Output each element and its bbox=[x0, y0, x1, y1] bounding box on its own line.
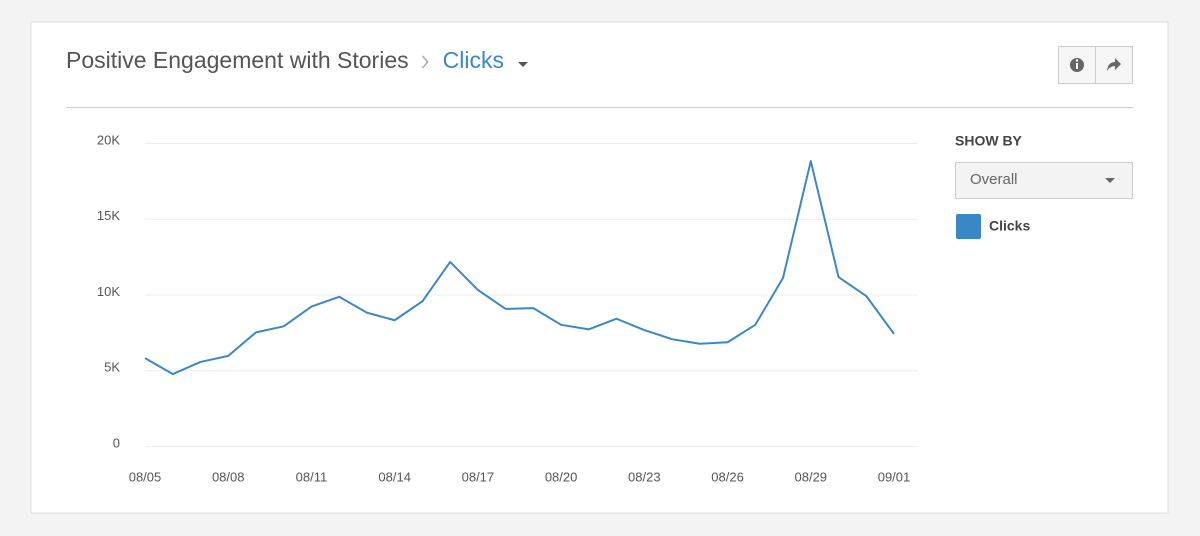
breadcrumb-link[interactable]: Clicks bbox=[443, 47, 504, 73]
card bbox=[30, 21, 1169, 514]
y-tick-label: 15K bbox=[97, 208, 120, 223]
x-tick-label: 09/01 bbox=[878, 469, 911, 484]
widget-title: Positive Engagement with Stories bbox=[66, 47, 409, 73]
plot: 0 5K 10K 15K 20K 08/05 08/08 08/11 08/14 08/17 08/… bbox=[97, 132, 1031, 484]
x-tick-label: 08/05 bbox=[129, 469, 162, 484]
y-tick-label: 10K bbox=[97, 284, 120, 299]
x-tick-label: 08/20 bbox=[545, 469, 578, 484]
share-button[interactable] bbox=[1095, 46, 1133, 84]
x-tick-label: 08/23 bbox=[628, 469, 661, 484]
y-tick-label: 20K bbox=[97, 132, 120, 147]
x-tick-label: 08/14 bbox=[378, 469, 411, 484]
x-tick-label: 08/11 bbox=[296, 469, 328, 484]
show-by-label: SHOW BY bbox=[955, 133, 1023, 149]
y-tick-label: 0 bbox=[113, 435, 120, 450]
y-tick-label: 5K bbox=[104, 360, 120, 375]
legend-swatch bbox=[956, 214, 981, 239]
legend-label: Clicks bbox=[989, 218, 1030, 234]
x-tick-label: 08/29 bbox=[795, 469, 828, 484]
x-tick-label: 08/08 bbox=[212, 469, 245, 484]
info-button[interactable] bbox=[1058, 46, 1096, 84]
x-tick-label: 08/17 bbox=[462, 469, 495, 484]
x-tick-label: 08/26 bbox=[711, 469, 744, 484]
series-line bbox=[144, 160, 895, 376]
show-by-dropdown[interactable]: Overall bbox=[955, 162, 1133, 199]
dropdown-value: Overall bbox=[970, 171, 1018, 188]
breadcrumb-separator bbox=[422, 55, 429, 69]
breadcrumb-caret[interactable] bbox=[517, 62, 528, 67]
